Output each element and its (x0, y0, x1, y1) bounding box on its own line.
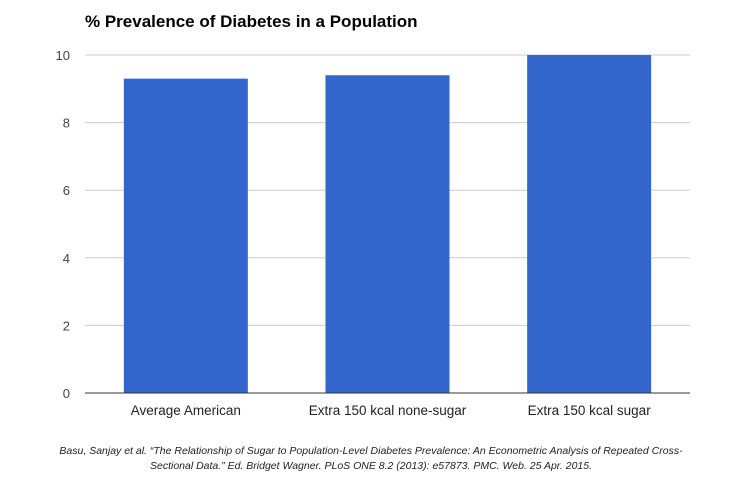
x-tick-label: Extra 150 kcal sugar (528, 403, 652, 418)
bar (123, 78, 248, 393)
bar (527, 55, 652, 393)
y-tick-label: 10 (56, 48, 70, 63)
x-tick-label: Average American (131, 403, 241, 418)
y-tick-label: 6 (63, 183, 70, 198)
citation-line-2: Sectional Data.” Ed. Bridget Wagner. PLo… (149, 460, 593, 472)
y-tick-label: 0 (63, 386, 70, 401)
citation: Basu, Sanjay et al. “The Relationship of… (0, 444, 742, 474)
chart-title: % Prevalence of Diabetes in a Population (85, 12, 418, 31)
y-tick-label: 8 (63, 116, 70, 131)
x-tick-label: Extra 150 kcal none-sugar (309, 403, 467, 418)
bar (325, 75, 450, 393)
citation-line-1: Basu, Sanjay et al. “The Relationship of… (59, 445, 683, 457)
y-tick-label: 4 (63, 251, 70, 266)
y-tick-label: 2 (63, 318, 70, 333)
